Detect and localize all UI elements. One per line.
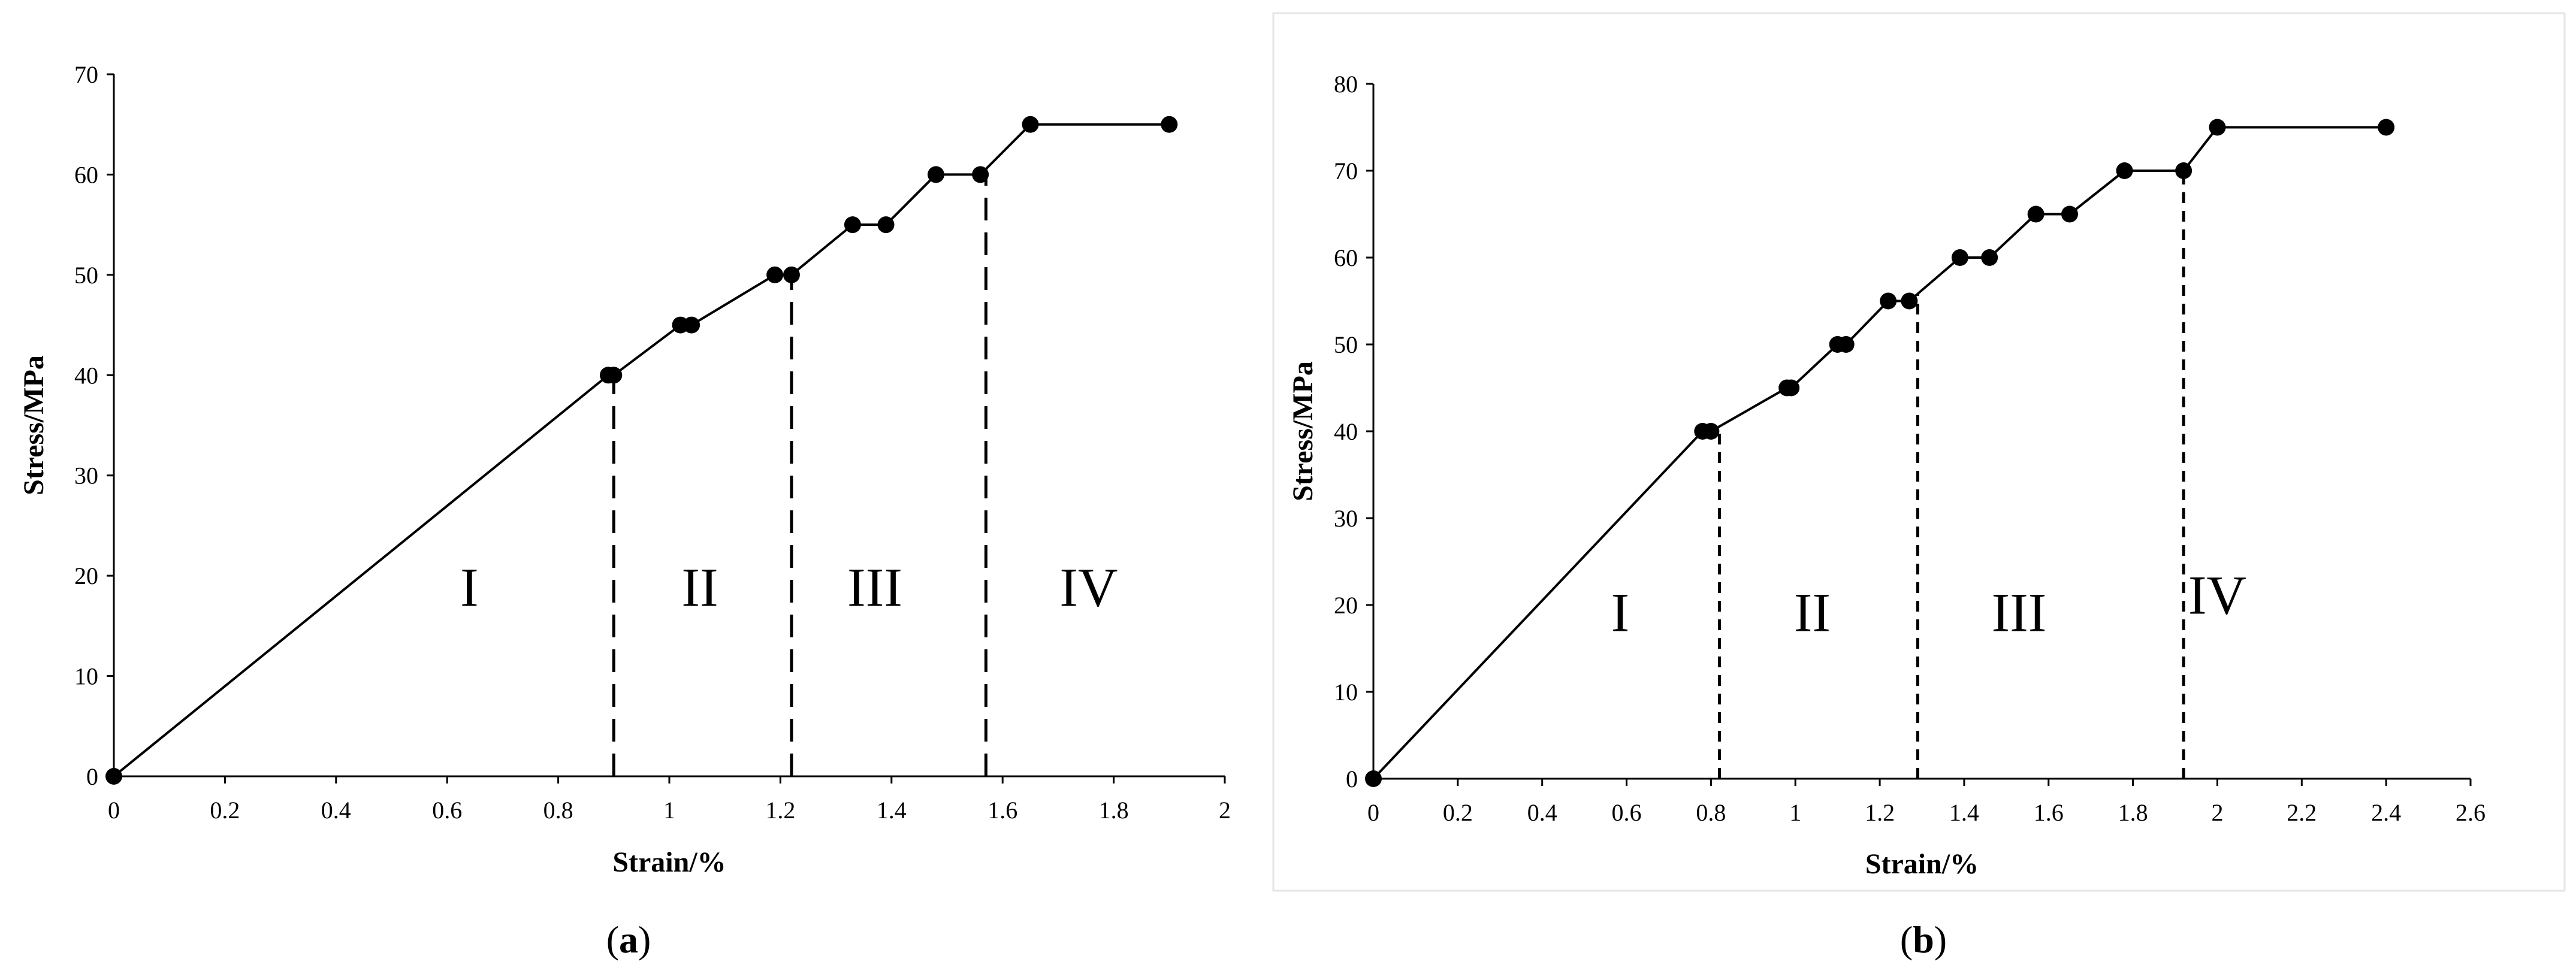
data-point-marker [1901,292,1918,310]
data-point-marker [2175,162,2193,179]
stage-label: I [1611,582,1630,643]
x-tick-label: 1 [663,797,675,824]
data-point-marker [1702,423,1720,440]
data-point-marker [766,266,784,283]
data-point-marker [972,166,989,183]
x-tick-label: 0.6 [1612,799,1642,826]
x-tick-label: 2 [2211,799,2223,826]
x-tick-label: 0.4 [1527,799,1557,826]
y-axis-title: Stress/MPa [1287,361,1319,501]
panel-b-border [1272,12,2566,892]
x-tick-label: 0.8 [1696,799,1726,826]
y-tick-label: 30 [74,462,98,489]
data-point-marker [1837,336,1855,353]
x-tick-label: 0.2 [210,797,240,824]
data-point-marker [2116,162,2133,179]
data-point-marker [2209,119,2226,136]
panel-caption: (a) [606,918,651,961]
x-tick-label: 0.4 [321,797,351,824]
x-tick-label: 1.4 [1949,799,1979,826]
data-point-marker [683,316,700,334]
x-tick-label: 0 [1367,799,1379,826]
data-point-marker [844,216,861,234]
stage-label: IV [1059,556,1118,618]
x-tick-label: 0.2 [1443,799,1473,826]
data-point-marker [1783,379,1800,397]
x-tick-label: 1 [1789,799,1801,826]
y-tick-label: 0 [86,763,98,790]
y-tick-label: 30 [1334,505,1358,532]
chart-panel-b: 0 10 20 30 40 50 60 70 80 0 0.2 0.4 0.6 0.8 1 1.2 1.4 1.6… [1287,71,2486,961]
data-point-marker [2027,205,2045,223]
x-tick-label: 1.8 [2118,799,2148,826]
panel-caption: (b) [1900,918,1947,961]
y-tick-label: 60 [74,161,98,188]
x-tick-label: 2.2 [2287,799,2317,826]
data-point-marker [783,266,800,283]
y-tick-label: 60 [1334,244,1358,271]
y-tick-label: 70 [74,61,98,88]
x-tick-label: 1.4 [877,797,907,824]
panel-letter: a [619,918,638,961]
x-tick-label: 0.6 [432,797,462,824]
x-tick-label: 0 [108,797,120,824]
data-point-marker [1161,116,1178,133]
chart-panel-a: 0 10 20 30 40 50 60 70 0 0.2 0.4 0.6 0.8 1 1.2 1.4 1.6 1.… [18,61,1231,961]
x-tick-label: 1.2 [1865,799,1895,826]
data-point-marker [1981,249,1998,266]
stage-label: III [847,556,902,618]
y-tick-label: 40 [1334,418,1358,445]
y-tick-label: 50 [74,262,98,289]
y-tick-label: 10 [74,663,98,690]
y-tick-label: 70 [1334,158,1358,184]
data-point-marker [1022,116,1039,133]
panel-letter: b [1913,918,1934,961]
data-point-marker [2378,119,2395,136]
x-tick-label: 1.6 [2034,799,2064,826]
x-tick-label: 1.8 [1099,797,1129,824]
x-tick-label: 1.6 [987,797,1017,824]
data-point-marker [1951,249,1968,266]
stage-label: II [681,556,718,618]
x-tick-label: 2.4 [2371,799,2401,826]
stage-label: III [1992,582,2047,643]
data-point-marker [605,367,623,384]
stage-label: IV [2188,565,2246,626]
data-point-marker [877,216,895,234]
stage-label: II [1794,582,1831,643]
data-point-marker [105,768,122,785]
x-tick-label: 1.2 [765,797,795,824]
data-point-marker [1880,292,1897,310]
y-tick-label: 80 [1334,71,1358,98]
x-tick-label: 2 [1219,797,1231,824]
y-tick-label: 0 [1346,766,1358,792]
y-tick-label: 10 [1334,679,1358,706]
y-tick-label: 50 [1334,331,1358,358]
data-point-marker [2061,205,2078,223]
y-tick-label: 40 [74,362,98,389]
x-axis-title: Strain/% [1865,848,1979,880]
data-point-marker [1365,770,1382,787]
stage-label: I [460,556,479,618]
y-tick-label: 20 [1334,592,1358,619]
data-point-marker [927,166,944,183]
x-tick-label: 0.8 [543,797,573,824]
x-axis-title: Strain/% [612,846,726,878]
y-tick-label: 20 [74,562,98,589]
y-axis-title: Stress/MPa [18,355,50,495]
x-tick-label: 2.6 [2456,799,2486,826]
